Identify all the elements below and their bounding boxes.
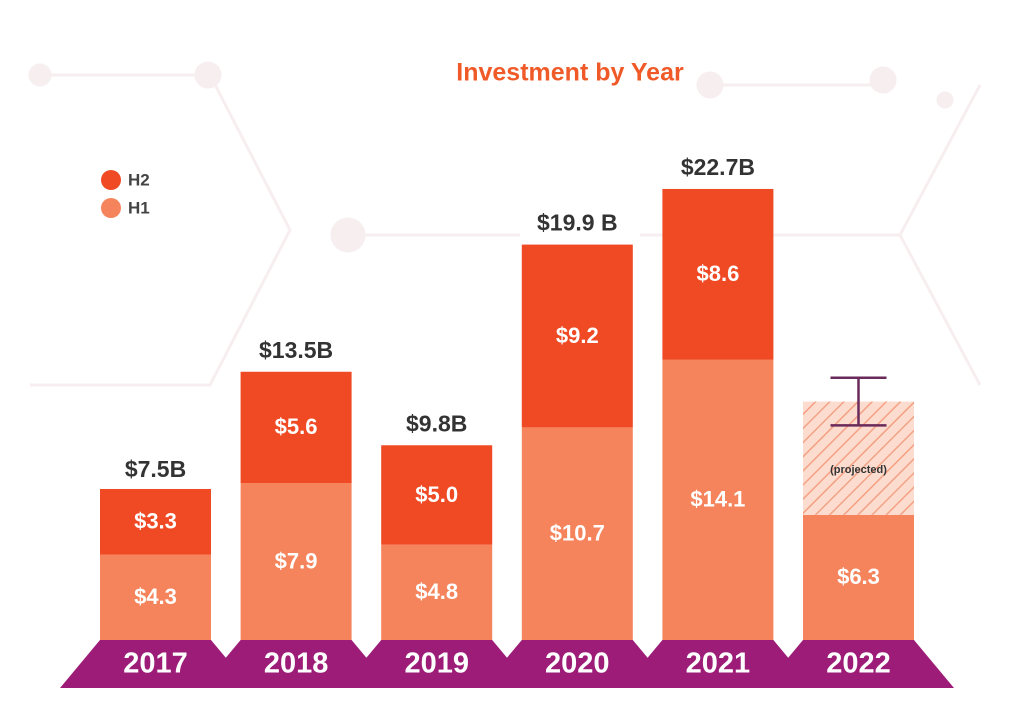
bar-segment xyxy=(803,514,914,640)
value-label: $6.3 xyxy=(837,564,880,589)
value-label: $5.6 xyxy=(275,414,318,439)
bar-segment xyxy=(240,483,352,640)
value-label: $4.8 xyxy=(415,579,458,604)
value-label: $5.0 xyxy=(415,482,458,507)
year-tab xyxy=(200,640,392,688)
x-tick-label: 2021 xyxy=(686,648,751,680)
legend-swatch xyxy=(101,170,121,190)
total-label: $19.9 B xyxy=(537,210,618,236)
value-label: $9.2 xyxy=(556,323,599,348)
bar-segment xyxy=(100,554,211,640)
background-pattern xyxy=(28,61,982,387)
legend-swatch xyxy=(101,198,121,218)
year-tab xyxy=(341,640,533,688)
bar-segment xyxy=(381,544,493,640)
year-tab xyxy=(60,640,251,688)
value-label: $7.9 xyxy=(275,548,318,573)
value-label: $10.7 xyxy=(550,521,605,546)
value-label: $14.1 xyxy=(690,487,745,512)
x-tick-label: 2020 xyxy=(545,648,610,680)
year-tab xyxy=(763,640,954,688)
total-label: $22.7B xyxy=(681,154,755,180)
bar-segment xyxy=(521,427,633,640)
bar-segment xyxy=(381,445,493,545)
value-label: $4.3 xyxy=(134,584,177,609)
total-label: $9.8B xyxy=(406,410,467,436)
x-tick-label: 2018 xyxy=(264,648,329,680)
bar-segment xyxy=(662,188,774,360)
x-tick-label: 2022 xyxy=(826,648,891,680)
legend-label: H2 xyxy=(128,170,150,189)
year-tab xyxy=(481,640,673,688)
chart-title: Investment by Year xyxy=(456,59,684,87)
bar-segment xyxy=(100,488,211,555)
bar-segment xyxy=(240,371,352,484)
bar-segment xyxy=(662,359,774,640)
legend-label: H1 xyxy=(128,198,150,217)
projected-label: (projected) xyxy=(830,464,887,476)
x-tick-label: 2019 xyxy=(404,648,469,680)
x-tick-label: 2017 xyxy=(123,648,188,680)
value-label: $3.3 xyxy=(134,509,177,534)
year-tab xyxy=(622,640,814,688)
value-label: $8.6 xyxy=(696,261,739,286)
total-label: $7.5B xyxy=(125,456,186,482)
total-label: $13.5B xyxy=(259,337,333,363)
bar-segment xyxy=(521,244,633,428)
